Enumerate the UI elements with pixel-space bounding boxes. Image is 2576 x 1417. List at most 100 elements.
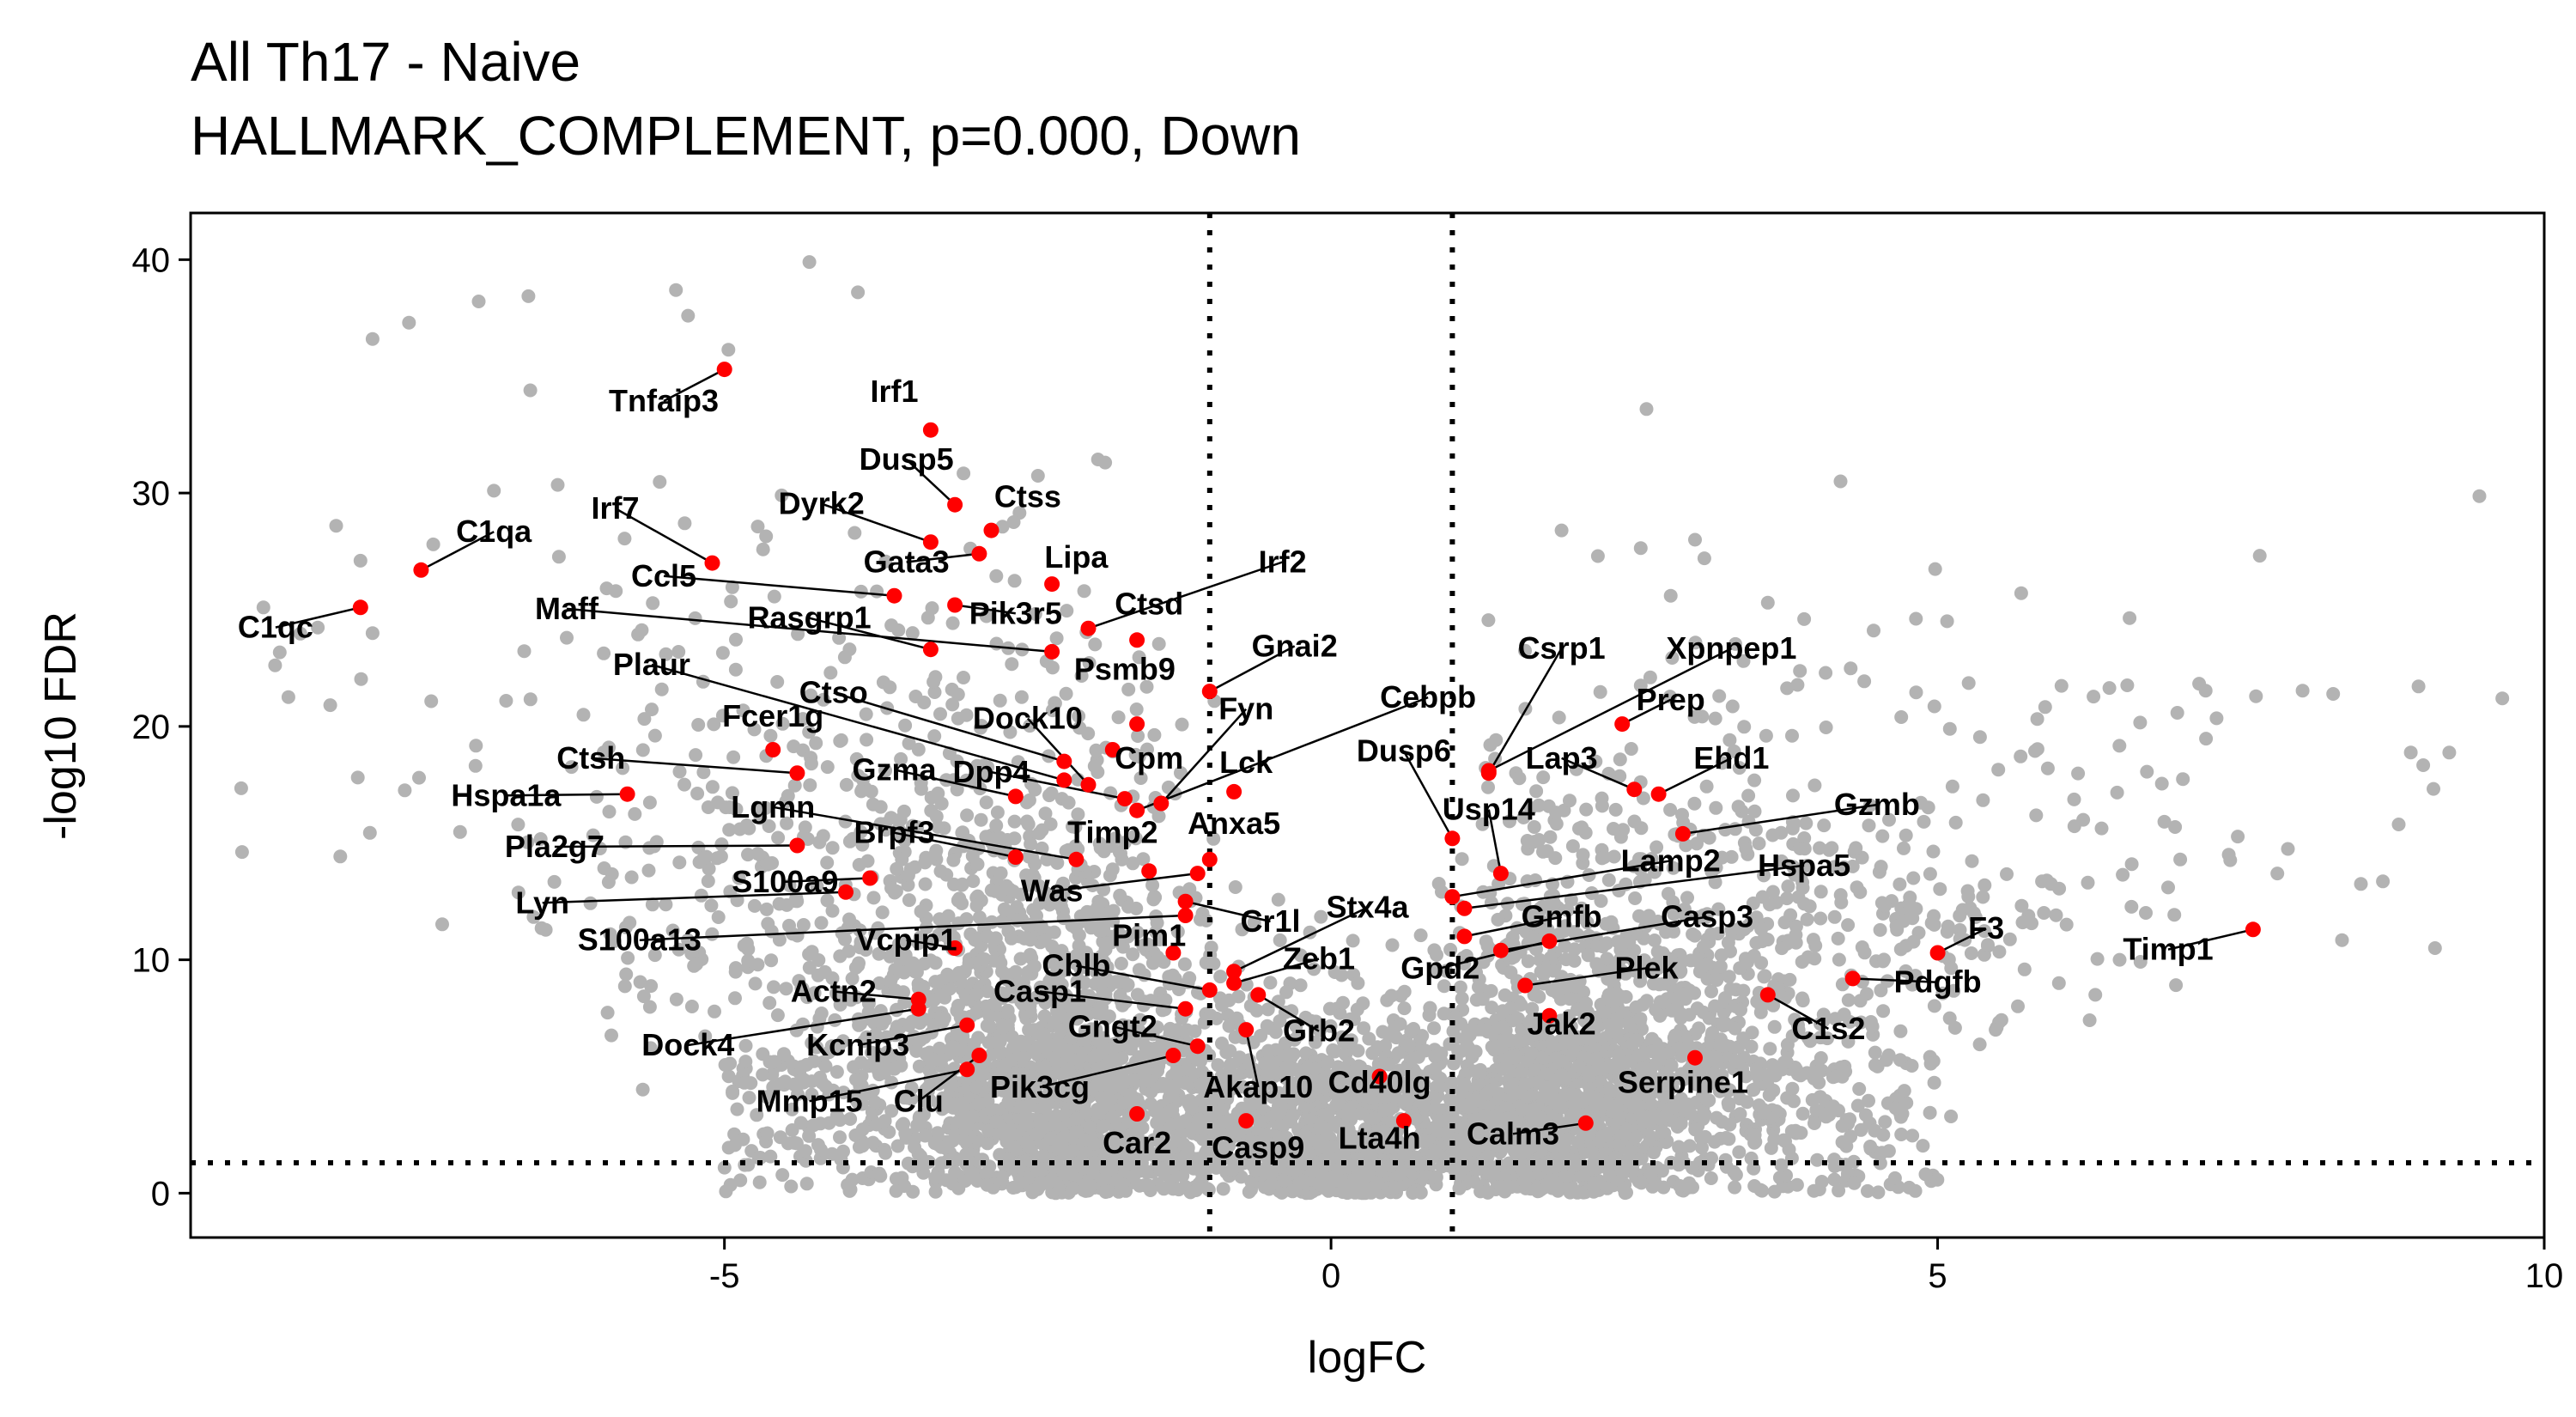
background-point (2054, 678, 2069, 693)
background-point (2472, 489, 2487, 503)
background-point (311, 620, 325, 635)
background-point (824, 1039, 839, 1054)
chart-subtitle: HALLMARK_COMPLEMENT, p=0.000, Down (191, 105, 1301, 167)
background-point (825, 841, 840, 855)
background-point (725, 786, 739, 800)
background-point (1148, 890, 1163, 904)
background-point (1563, 794, 1577, 808)
background-point (672, 855, 687, 870)
background-point (1543, 830, 1558, 844)
background-point (1106, 914, 1121, 928)
background-point (1111, 710, 1126, 725)
background-point (742, 821, 756, 836)
background-point (1132, 963, 1146, 977)
background-point (994, 986, 1009, 1000)
background-point (845, 971, 860, 986)
background-point (526, 909, 541, 924)
background-point (835, 1034, 850, 1049)
background-point (1595, 940, 1610, 954)
background-point (1817, 818, 1832, 833)
background-point (1136, 998, 1151, 1013)
background-point (1088, 637, 1103, 652)
background-point (691, 718, 706, 732)
background-point (1927, 699, 1941, 714)
background-point (659, 647, 673, 661)
background-point (1529, 1182, 1544, 1196)
background-point (1094, 949, 1109, 964)
background-point (1376, 1025, 1390, 1039)
background-point (1878, 898, 1892, 913)
background-point (1222, 993, 1236, 1007)
background-point (1575, 820, 1589, 835)
background-point (1625, 1037, 1640, 1051)
background-point (728, 991, 742, 1006)
background-point (820, 855, 835, 870)
background-point (1413, 1185, 1428, 1200)
background-point (897, 1038, 912, 1053)
background-point (2376, 874, 2391, 889)
background-point (1799, 816, 1814, 830)
background-point (1899, 828, 1913, 842)
background-point (990, 806, 1005, 819)
background-point (894, 751, 908, 766)
background-point (1972, 1037, 1987, 1052)
background-point (1277, 1173, 1291, 1188)
background-point (1608, 802, 1623, 817)
background-point (762, 995, 777, 1010)
background-point (1814, 911, 1828, 926)
background-point (2038, 700, 2052, 715)
background-point (1928, 562, 1942, 576)
background-point (993, 1034, 1007, 1049)
background-point (471, 295, 486, 308)
background-point (1662, 1046, 1676, 1061)
background-point (628, 806, 642, 821)
background-point (268, 658, 283, 672)
background-point (775, 488, 789, 502)
background-point (1498, 988, 1512, 1002)
background-point (710, 851, 725, 866)
background-point (957, 466, 971, 481)
background-point (979, 761, 993, 775)
background-point (1961, 676, 1976, 690)
background-point (893, 954, 908, 969)
background-point (753, 811, 768, 825)
background-point (1757, 931, 1771, 946)
background-point (1270, 1106, 1285, 1121)
background-point (945, 697, 960, 712)
background-point (1342, 1102, 1357, 1116)
background-point (2249, 689, 2263, 703)
background-point (1031, 1039, 1046, 1054)
background-point (468, 758, 483, 773)
background-point (715, 646, 730, 660)
background-point (997, 902, 1012, 916)
background-point (1609, 986, 1624, 1000)
background-point (1909, 611, 1923, 626)
background-point (1758, 969, 1772, 983)
background-point (789, 1023, 804, 1037)
background-point (796, 712, 810, 727)
background-point (2011, 999, 2025, 1013)
background-point (2014, 586, 2028, 600)
background-point (617, 979, 632, 994)
background-point (1170, 924, 1185, 939)
background-point (1144, 1097, 1158, 1111)
background-point (705, 927, 720, 941)
background-point (705, 780, 720, 794)
background-point (435, 917, 449, 932)
background-point (605, 1028, 618, 1043)
background-point (1030, 909, 1043, 923)
background-point (1059, 686, 1073, 701)
background-point (1833, 888, 1848, 903)
background-point (696, 765, 711, 780)
background-point (1857, 946, 1872, 960)
background-point (851, 958, 866, 973)
background-point (1028, 782, 1042, 797)
background-point (616, 761, 630, 775)
background-point (969, 898, 984, 913)
background-point (901, 868, 915, 883)
background-point (2014, 749, 2028, 763)
background-point (1391, 1046, 1406, 1061)
background-point (1927, 909, 1941, 923)
background-point (1225, 1163, 1239, 1177)
background-point (985, 915, 999, 929)
